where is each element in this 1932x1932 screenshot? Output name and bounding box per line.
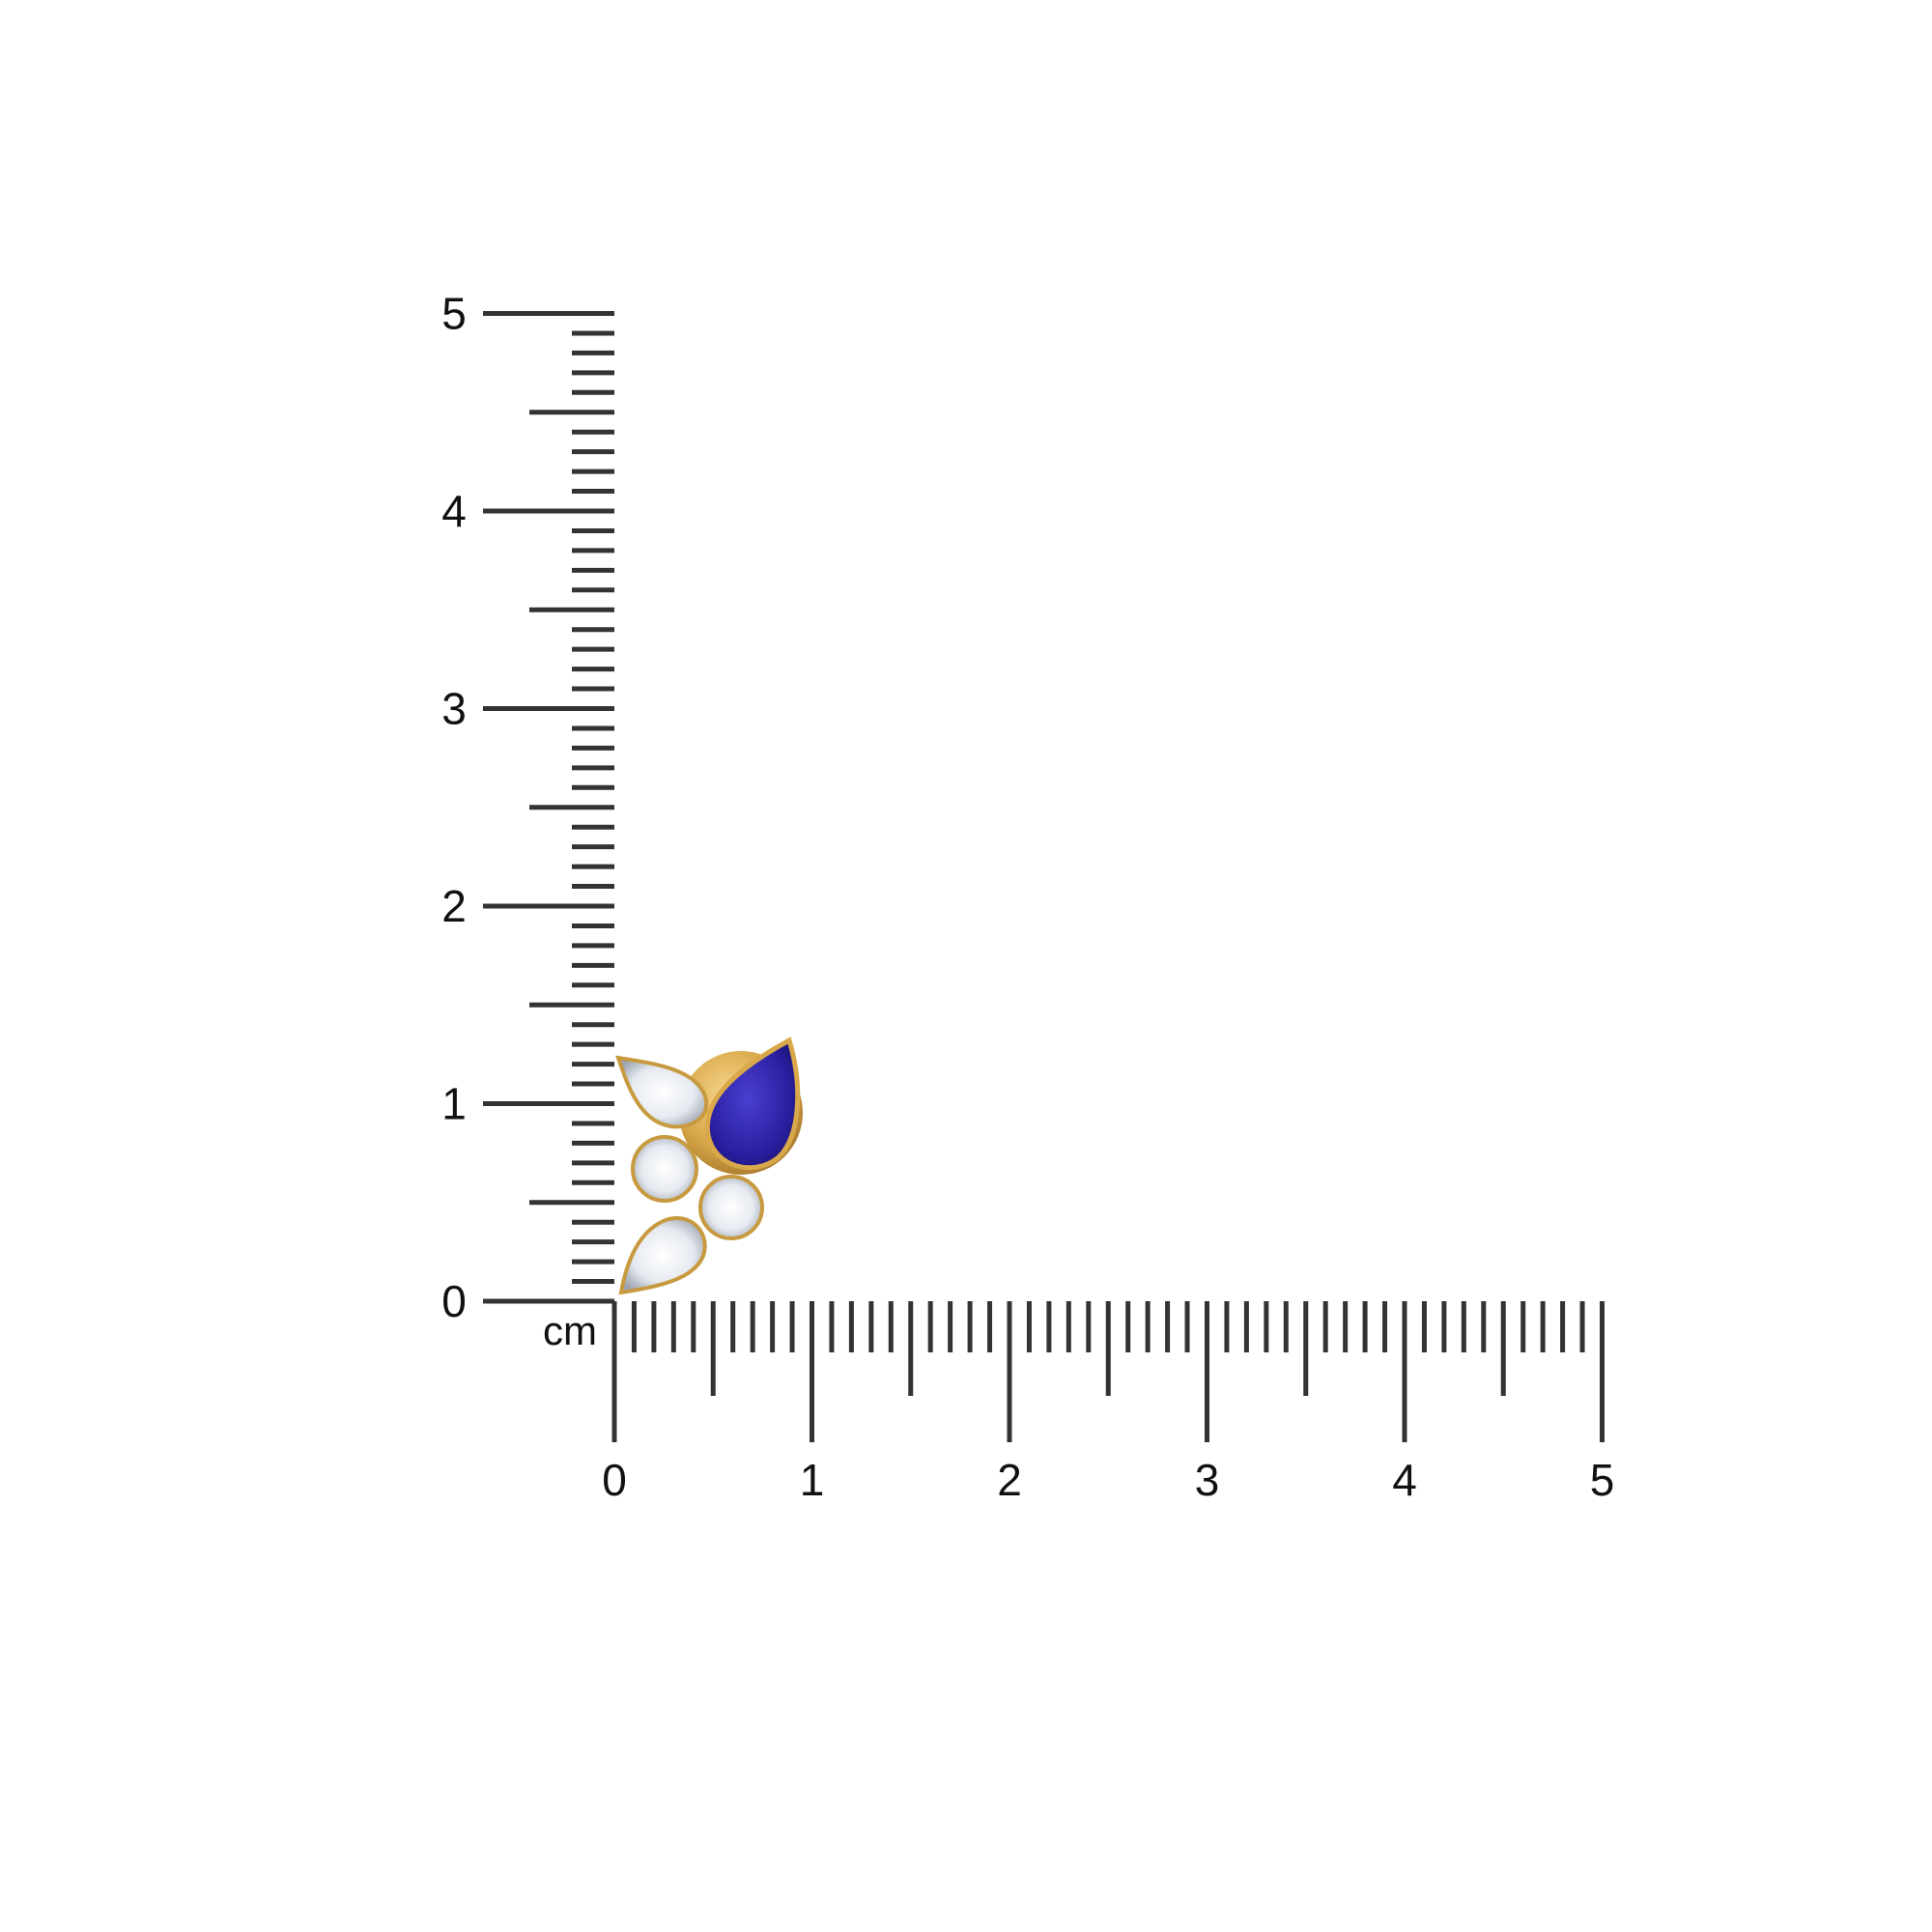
vertical-label: 0 — [441, 1276, 467, 1326]
tanzanite-pear — [704, 1037, 801, 1171]
unit-label: cm — [543, 1308, 597, 1353]
round-diamond-right — [698, 1175, 764, 1240]
vertical-label: 2 — [441, 881, 467, 931]
vertical-label: 1 — [441, 1079, 467, 1129]
horizontal-label: 2 — [997, 1455, 1022, 1505]
horizontal-label: 3 — [1195, 1455, 1220, 1505]
horizontal-label: 0 — [602, 1455, 627, 1505]
vertical-label: 5 — [441, 289, 467, 339]
vertical-label: 3 — [441, 684, 467, 734]
round-diamond-left — [631, 1135, 698, 1203]
ruler-ticks — [483, 311, 1605, 1442]
horizontal-label: 5 — [1590, 1455, 1615, 1505]
bottom-pear-diamond — [618, 1216, 707, 1295]
vertical-label: 4 — [441, 486, 467, 536]
ruler-labels: 0 1 2 3 4 5 0 1 2 3 4 5 — [441, 289, 1614, 1506]
earring — [615, 1037, 803, 1295]
horizontal-label: 4 — [1392, 1455, 1417, 1505]
top-pear-diamond — [615, 1055, 709, 1129]
horizontal-label: 1 — [800, 1455, 825, 1505]
